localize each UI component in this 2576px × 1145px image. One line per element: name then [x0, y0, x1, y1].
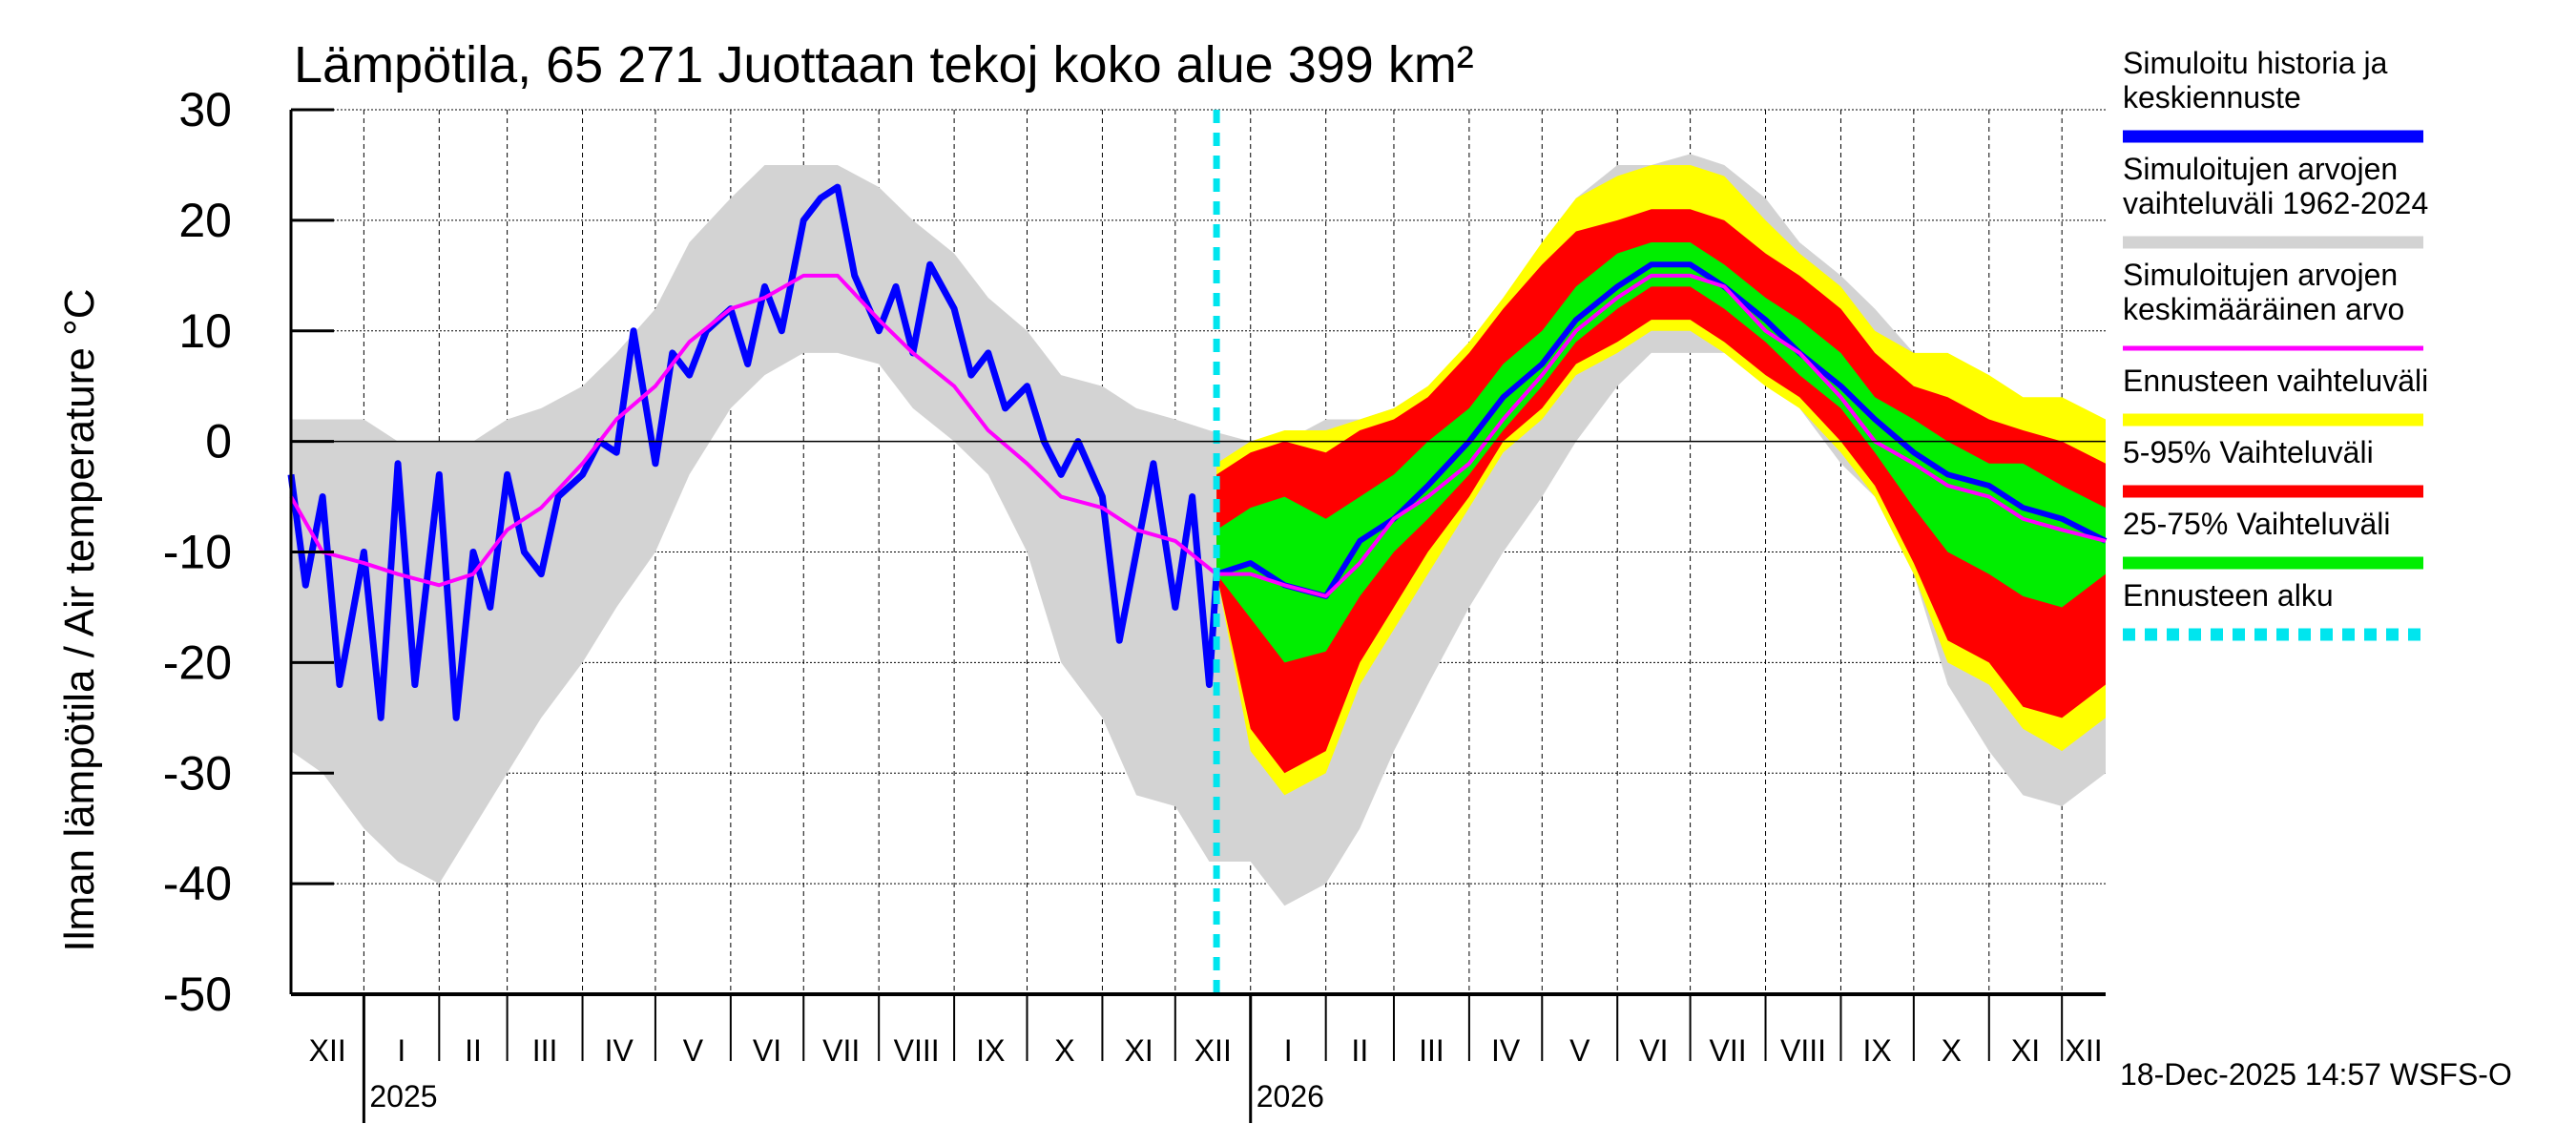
month-label: VII	[822, 1033, 860, 1068]
legend-label: Simuloitujen arvojen	[2123, 152, 2398, 186]
y-tick-label: 20	[178, 194, 232, 247]
y-tick-label: 0	[205, 415, 232, 468]
month-label: XII	[1195, 1033, 1232, 1068]
month-label: VI	[1639, 1033, 1668, 1068]
month-label: I	[397, 1033, 405, 1068]
month-label: XI	[1125, 1033, 1153, 1068]
month-label: VII	[1710, 1033, 1747, 1068]
y-tick-label: -50	[163, 968, 232, 1021]
legend-label: Simuloitujen arvojen	[2123, 258, 2398, 292]
month-label: I	[1284, 1033, 1293, 1068]
legend-label: vaihteluväli 1962-2024	[2123, 186, 2428, 220]
series-layer	[287, 110, 2108, 994]
year-label: 2026	[1257, 1079, 1324, 1114]
legend-label: Simuloitu historia ja	[2123, 46, 2388, 80]
legend-label: Ennusteen alku	[2123, 578, 2334, 613]
legend-label: Ennusteen vaihteluväli	[2123, 364, 2428, 398]
month-label: V	[683, 1033, 704, 1068]
month-label: XII	[309, 1033, 346, 1068]
month-label: III	[1419, 1033, 1444, 1068]
y-tick-label: 10	[178, 304, 232, 358]
month-label: V	[1569, 1033, 1590, 1068]
mean-line	[289, 273, 2107, 598]
chart-title: Lämpötila, 65 271 Juottaan tekoj koko al…	[294, 36, 1474, 94]
month-label: II	[1351, 1033, 1368, 1068]
y-tick-label: -10	[163, 526, 232, 579]
y-axis-label: Ilman lämpötila / Air temperature °C	[56, 289, 103, 952]
month-label: IV	[1491, 1033, 1521, 1068]
legend-label: 25-75% Vaihteluväli	[2123, 507, 2390, 541]
forecast-median-line	[1215, 261, 2108, 599]
month-label: X	[1054, 1033, 1074, 1068]
month-label: VIII	[1780, 1033, 1826, 1068]
month-label: X	[1942, 1033, 1962, 1068]
legend-label: keskiennuste	[2123, 80, 2301, 114]
timestamp: 18-Dec-2025 14:57 WSFS-O	[2120, 1057, 2512, 1092]
month-label: XII	[2066, 1033, 2103, 1068]
month-label: IX	[1863, 1033, 1892, 1068]
month-label: II	[465, 1033, 482, 1068]
month-label: VI	[753, 1033, 781, 1068]
y-tick-label: 30	[178, 83, 232, 136]
y-tick-label: -40	[163, 857, 232, 910]
legend-label: keskimääräinen arvo	[2123, 292, 2404, 326]
observed-line	[287, 183, 1220, 721]
month-label: IV	[605, 1033, 634, 1068]
p25-75-band	[1216, 242, 2106, 663]
y-tick-label: -30	[163, 746, 232, 800]
y-tick-label: -20	[163, 635, 232, 689]
month-label: VIII	[894, 1033, 940, 1068]
month-label: III	[532, 1033, 558, 1068]
month-label: XI	[2011, 1033, 2040, 1068]
legend-label: 5-95% Vaihteluväli	[2123, 435, 2374, 469]
month-label: IX	[976, 1033, 1005, 1068]
year-label: 2025	[369, 1079, 437, 1114]
